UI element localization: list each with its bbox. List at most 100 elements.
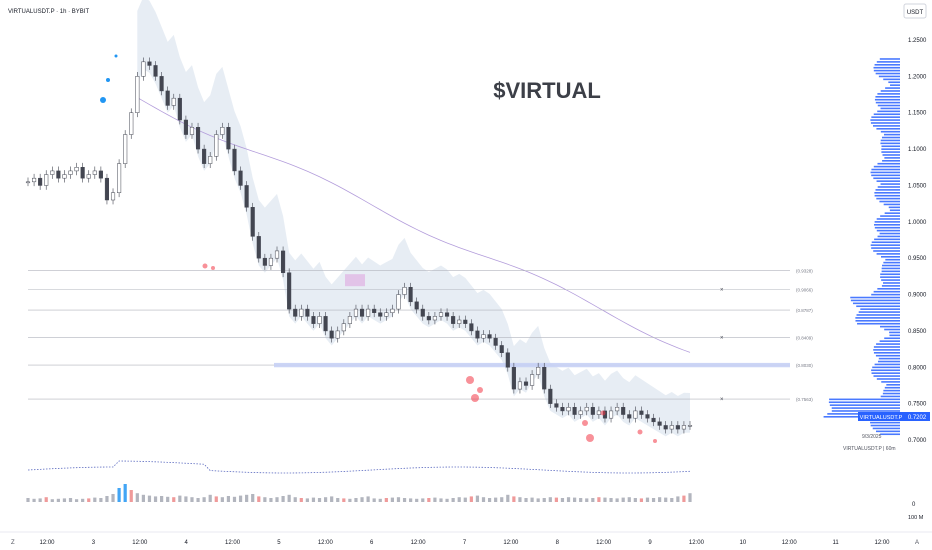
- profile-bar: [881, 148, 900, 150]
- profile-bar: [829, 404, 900, 406]
- profile-bar: [871, 174, 900, 177]
- profile-bar: [831, 410, 900, 412]
- fib-label: (0.8787): [796, 308, 813, 313]
- volume-bar: [99, 498, 103, 502]
- profile-bar: [874, 194, 900, 197]
- candle-body: [420, 308, 425, 317]
- candle-body: [457, 319, 462, 324]
- profile-bar: [881, 145, 900, 148]
- auto-scale-button[interactable]: A: [915, 540, 919, 546]
- volume-bar: [372, 498, 376, 502]
- price-tick-label: 0.7000: [908, 438, 927, 444]
- profile-bar: [874, 238, 900, 241]
- fib-label: (0.8409): [796, 336, 813, 341]
- profile-bar: [855, 320, 900, 322]
- vwap-band: [137, 0, 690, 437]
- time-tick-label: 9: [648, 540, 652, 546]
- time-tick-label: 12:00: [874, 540, 890, 546]
- profile-bar: [860, 308, 900, 310]
- volume-bar: [26, 498, 30, 502]
- profile-bar: [872, 366, 900, 369]
- profile-bar: [881, 151, 900, 153]
- candle-body: [384, 312, 389, 317]
- candle-body: [445, 312, 450, 317]
- volume-bar: [81, 498, 85, 502]
- profile-bar: [852, 302, 900, 305]
- profile-bar: [874, 192, 900, 194]
- profile-bar: [875, 101, 900, 104]
- volume-bar: [651, 498, 656, 502]
- volume-bar: [390, 497, 395, 502]
- profile-bar: [872, 125, 900, 127]
- profile-bar: [873, 69, 900, 72]
- price-tag-sub: VIRTUALUSDT.P | 60m: [843, 446, 896, 452]
- profile-bar: [870, 424, 900, 427]
- candle-body: [536, 367, 541, 375]
- profile-bar: [856, 314, 900, 316]
- volume-bar: [621, 497, 625, 502]
- profile-bar: [880, 395, 900, 398]
- profile-bar: [880, 273, 900, 276]
- profile-bar: [883, 133, 900, 136]
- volume-bar: [542, 498, 546, 502]
- profile-bar: [877, 288, 900, 290]
- volume-bar: [554, 497, 558, 502]
- profile-bar: [876, 218, 900, 220]
- volume-bar: [117, 488, 121, 502]
- time-tick-label: 4: [184, 540, 188, 546]
- candle-body: [584, 407, 589, 412]
- price-tick-label: 1.1500: [908, 111, 927, 117]
- candle-body: [378, 312, 383, 317]
- profile-bar: [872, 427, 900, 430]
- profile-bar: [876, 253, 900, 255]
- volume-bar: [597, 497, 601, 502]
- candle-body: [74, 167, 79, 172]
- volume-bar: [68, 498, 73, 502]
- currency-badge[interactable]: [903, 3, 927, 19]
- volume-bar: [512, 496, 516, 502]
- volume-bar: [688, 493, 692, 502]
- candle-body: [92, 170, 97, 175]
- candle-body: [305, 308, 310, 317]
- price-axis[interactable]: 1.2500 1.2000 1.1500 1.1000 1.0500 1.0000 0.95…: [908, 38, 927, 444]
- profile-bar: [876, 180, 900, 182]
- candle-body: [335, 330, 340, 339]
- volume-bar: [415, 498, 419, 502]
- volume-bar: [500, 497, 504, 502]
- candle-body: [596, 410, 601, 415]
- price-tick-label: 0.8000: [908, 365, 927, 371]
- time-axis[interactable]: 12:00 3 12:00 4 12:00 5 12:00 6 12:00 7 12:00 8 12:0…: [0, 531, 932, 546]
- profile-bar: [882, 154, 900, 156]
- price-tick-label: 0.9000: [908, 293, 927, 299]
- profile-bar: [873, 352, 900, 354]
- profile-bar: [875, 72, 900, 75]
- candle-body: [195, 127, 201, 150]
- profile-bar: [877, 104, 900, 107]
- profile-bar: [874, 221, 900, 223]
- symbol-tag: [858, 412, 904, 421]
- candle-body: [80, 167, 85, 179]
- candle-body: [627, 414, 632, 419]
- volume-bar: [87, 498, 91, 502]
- candle-body: [347, 316, 352, 324]
- fib-label: (0.8030): [796, 363, 813, 368]
- candle-body: [293, 308, 298, 317]
- candle-body: [25, 181, 31, 184]
- time-tick-label: 8: [556, 540, 560, 546]
- candle-body: [657, 421, 662, 426]
- resistance-box: [345, 274, 365, 287]
- volume-bar: [682, 495, 686, 502]
- timezone-button[interactable]: Z: [11, 540, 15, 546]
- volume-bar: [518, 497, 522, 502]
- cross-marker: ×: [720, 288, 724, 294]
- profile-bar: [883, 389, 900, 392]
- profile-bar: [881, 256, 900, 258]
- volume-bar: [263, 497, 267, 502]
- volume-bar: [111, 494, 115, 502]
- volume-bar: [591, 498, 595, 502]
- profile-bar: [881, 279, 900, 281]
- candle-body: [663, 425, 668, 430]
- profile-bar: [871, 247, 900, 249]
- profile-bar: [876, 378, 900, 380]
